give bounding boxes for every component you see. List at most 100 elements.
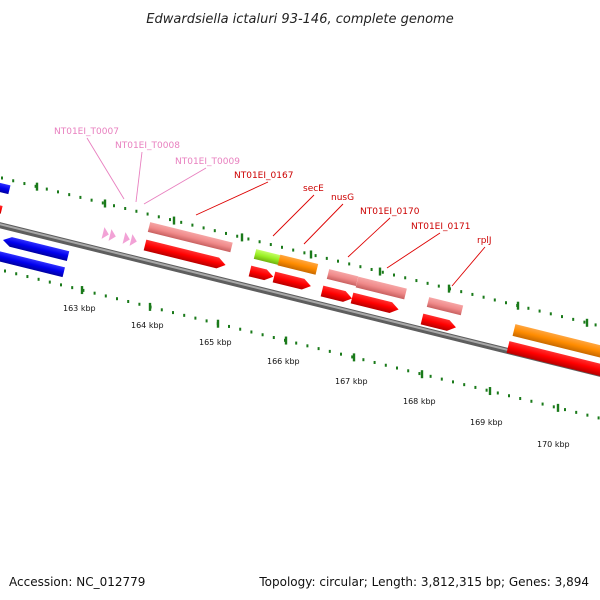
orange-feature: [277, 254, 319, 275]
green-feature: [253, 249, 281, 265]
minor-tick: [79, 195, 82, 199]
minor-tick: [101, 201, 104, 205]
minor-tick: [597, 416, 600, 420]
cds-feature: [320, 285, 353, 302]
cds-feature: [350, 292, 399, 313]
minor-tick: [359, 265, 362, 269]
minor-tick: [575, 410, 578, 414]
minor-tick: [314, 254, 317, 258]
minor-tick: [23, 182, 26, 186]
major-tick: [420, 370, 424, 379]
cds-feature: [248, 265, 274, 281]
minor-tick: [440, 377, 443, 381]
minor-tick: [48, 280, 51, 284]
minor-tick: [169, 218, 171, 222]
leader-line: [135, 151, 143, 203]
genome-backbone: [0, 222, 600, 377]
minor-tick: [146, 212, 149, 216]
minor-tick: [172, 311, 174, 315]
cds-feature: [506, 341, 600, 377]
minor-tick: [396, 366, 398, 370]
minor-tick: [138, 302, 141, 306]
minor-tick: [418, 372, 421, 376]
minor-tick: [485, 388, 488, 392]
major-tick: [516, 301, 520, 310]
major-tick: [556, 403, 560, 412]
gene-label: NT01EI_T0009: [175, 157, 240, 167]
scale-label: 163 kbp: [63, 304, 96, 313]
minor-tick: [68, 193, 71, 197]
minor-tick: [135, 209, 138, 213]
minor-tick: [12, 179, 15, 183]
minor-tick: [34, 184, 37, 188]
minor-tick: [519, 397, 522, 401]
scale-label: 168 kbp: [403, 397, 436, 406]
minor-tick: [407, 369, 410, 373]
minor-tick: [317, 347, 320, 351]
scale-label: 169 kbp: [470, 418, 503, 427]
outer-tick-ring: [1, 176, 597, 327]
minor-tick: [281, 245, 283, 249]
gene-label: NT01EI_0171: [411, 222, 470, 232]
scale-label: 170 kbp: [537, 440, 570, 449]
minor-tick: [272, 336, 275, 340]
minor-tick: [415, 279, 418, 283]
minor-tick: [157, 215, 160, 219]
minor-tick: [583, 320, 586, 324]
cds-feature: [272, 271, 311, 290]
orange-feature: [512, 324, 600, 360]
minor-tick: [104, 294, 107, 298]
minor-tick: [404, 276, 407, 280]
trna-feature: [108, 229, 116, 241]
minor-tick: [258, 240, 261, 244]
minor-tick: [194, 316, 197, 320]
minor-tick: [552, 405, 555, 409]
genome-summary-text: Topology: circular; Length: 3,812,315 bp…: [258, 575, 589, 589]
gene-label: NT01EI_0170: [360, 207, 420, 217]
minor-tick: [437, 284, 440, 288]
minor-tick: [205, 319, 208, 323]
leader-line: [86, 137, 125, 200]
scale-label: 165 kbp: [199, 338, 232, 347]
minor-tick: [527, 306, 530, 310]
scale-label: 164 kbp: [131, 321, 164, 330]
minor-tick: [71, 286, 74, 290]
minor-tick: [225, 231, 227, 235]
minor-tick: [508, 394, 510, 398]
major-tick: [488, 387, 492, 396]
trna-feature: [129, 234, 137, 246]
minor-tick: [15, 272, 18, 276]
minor-tick: [496, 391, 499, 395]
minor-tick: [493, 298, 496, 302]
minor-tick: [183, 313, 186, 317]
minor-tick: [90, 198, 93, 202]
minor-tick: [113, 204, 115, 208]
minor-tick: [482, 295, 485, 299]
minor-tick: [57, 190, 59, 194]
inner-tick-ring: [4, 269, 600, 420]
minor-tick: [60, 283, 62, 287]
gene-label: rplJ: [477, 236, 492, 246]
minor-tick: [586, 413, 589, 417]
minor-tick: [351, 355, 354, 359]
minor-tick: [93, 291, 96, 295]
trna-feature: [101, 227, 109, 239]
minor-tick: [127, 299, 130, 303]
major-tick: [447, 284, 451, 293]
leader-line: [303, 203, 344, 245]
minor-tick: [384, 363, 387, 367]
minor-tick: [292, 248, 295, 252]
cds-light-feature: [355, 276, 407, 300]
minor-tick: [116, 297, 118, 301]
scale-label: 167 kbp: [335, 377, 368, 386]
minor-tick: [429, 374, 432, 378]
minor-tick: [250, 330, 253, 334]
minor-tick: [362, 358, 365, 362]
major-tick: [80, 286, 84, 295]
minor-tick: [340, 352, 342, 356]
minor-tick: [426, 281, 429, 285]
leader-line: [143, 167, 207, 205]
map-title: Edwardsiella ictaluri 93-146, complete g…: [146, 12, 453, 27]
minor-tick: [261, 333, 264, 337]
